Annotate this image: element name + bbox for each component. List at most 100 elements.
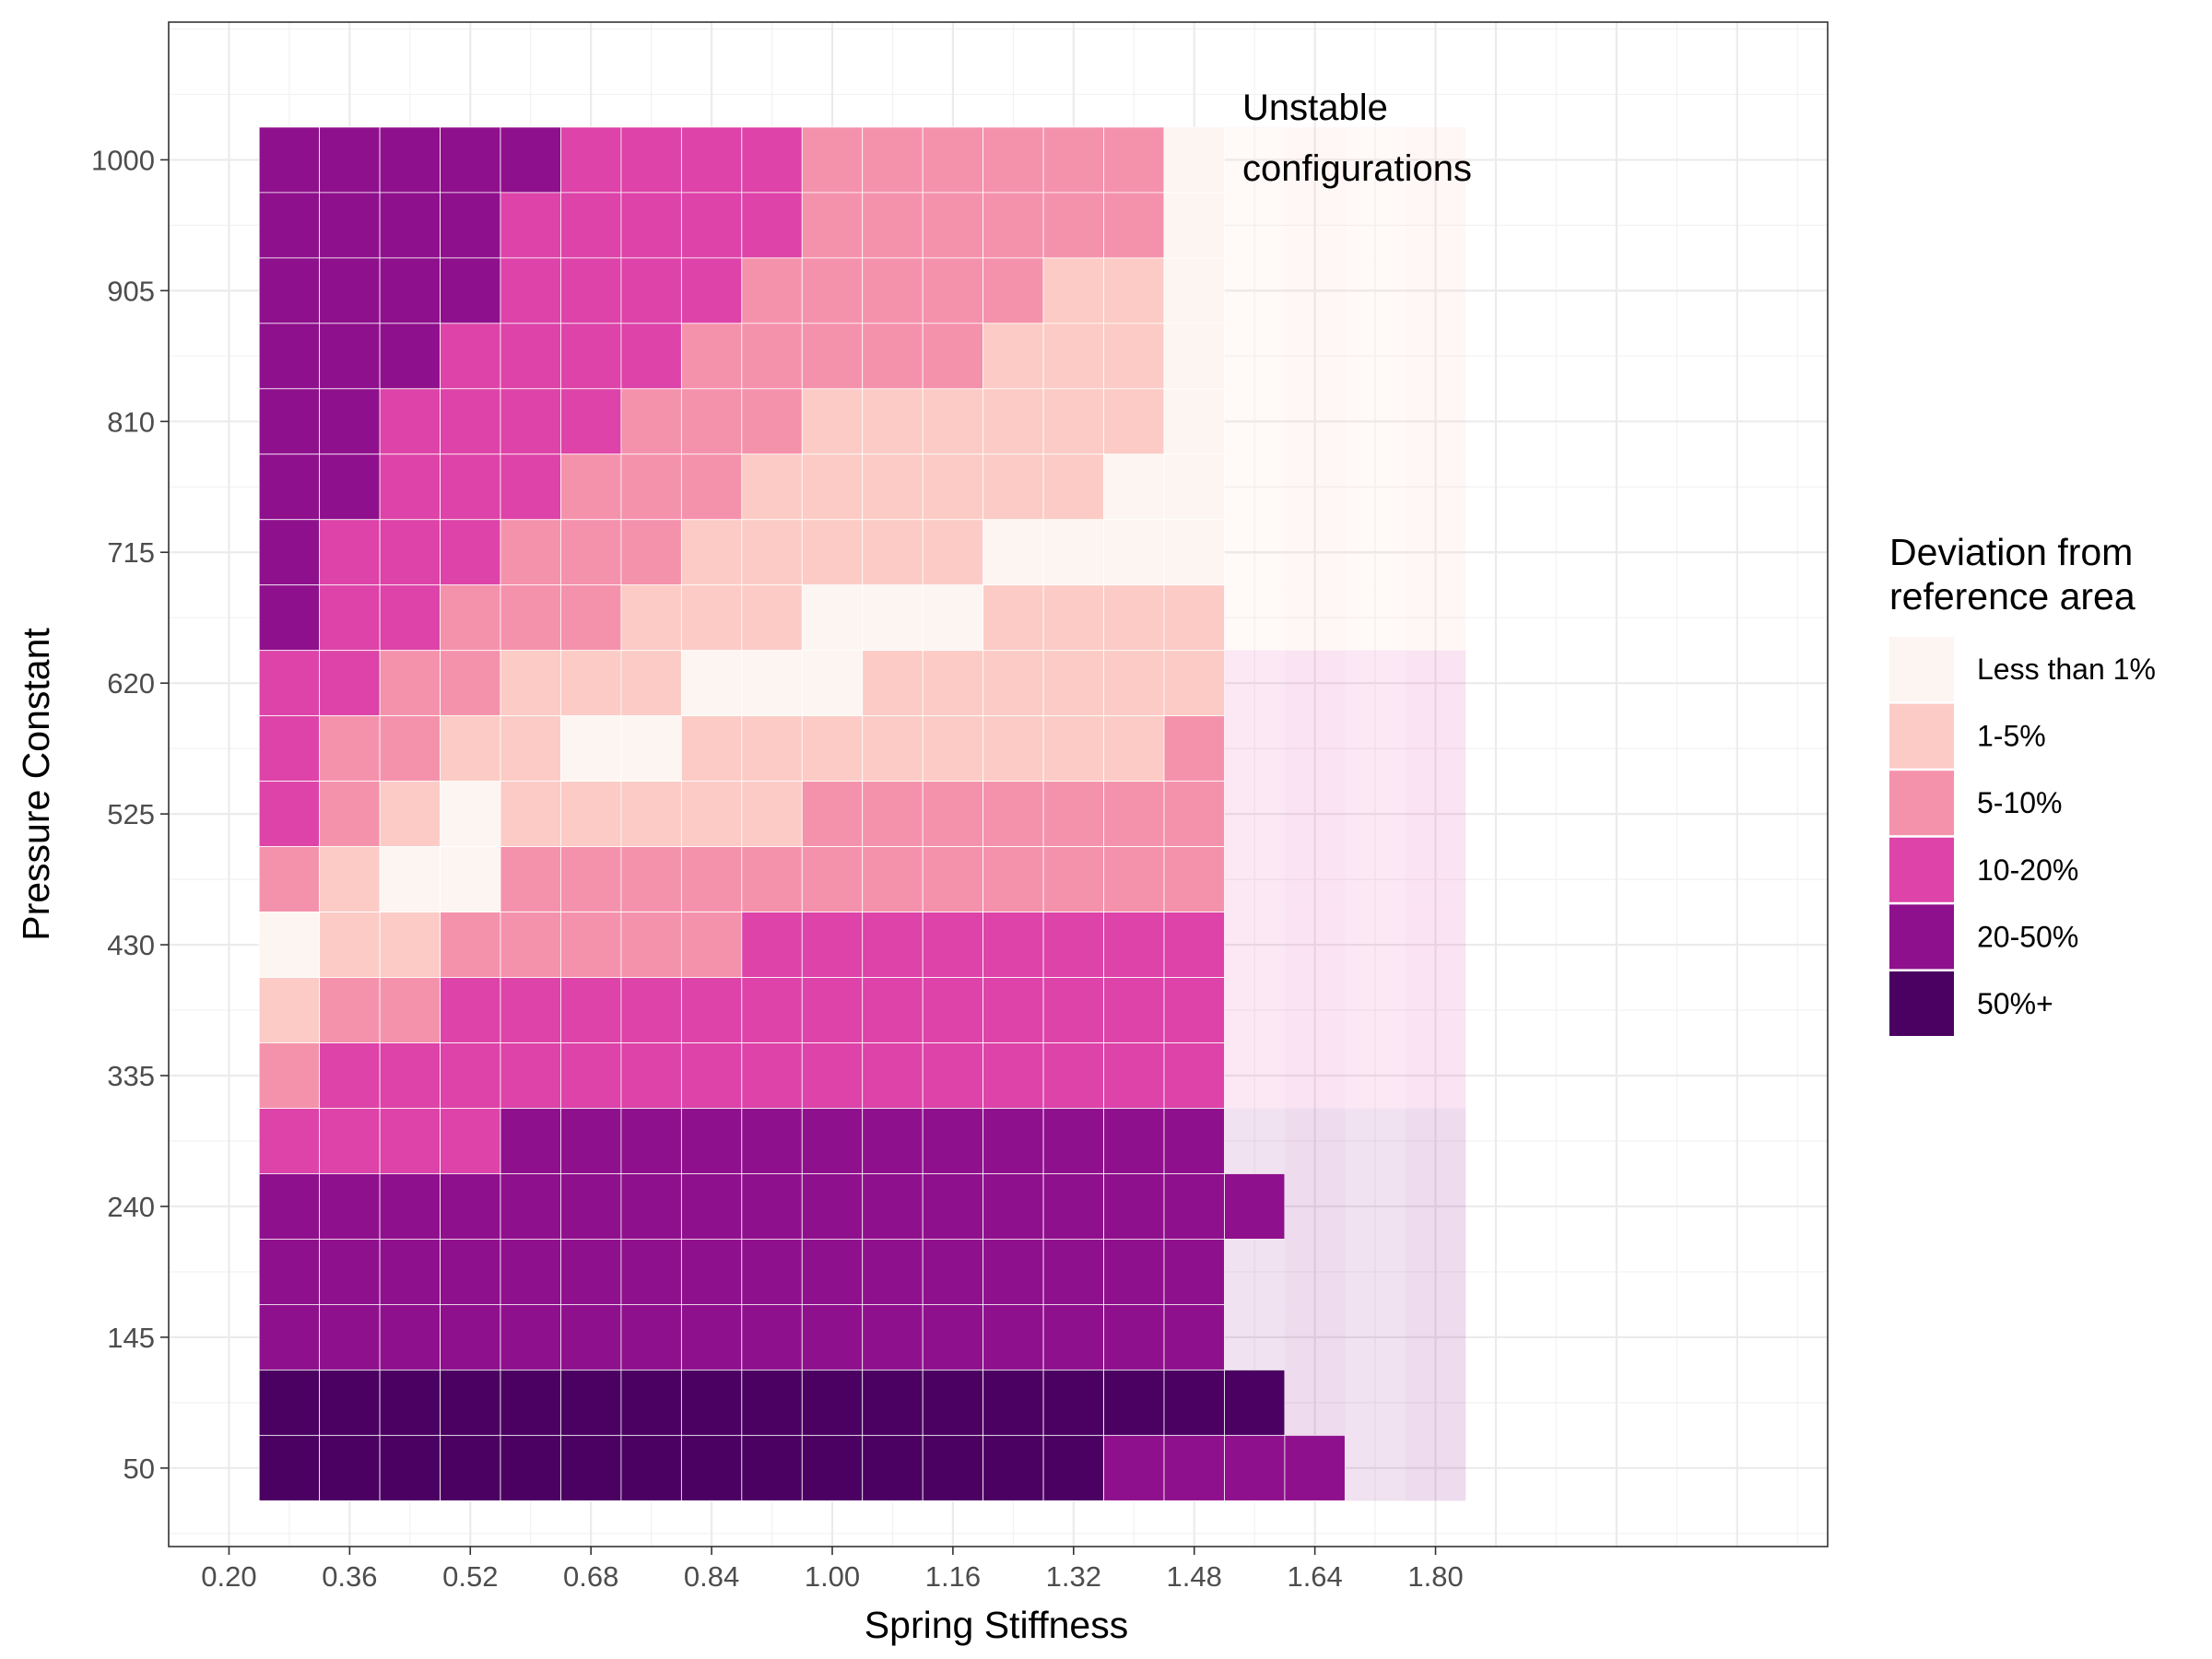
- heatmap-cell: [982, 1239, 1044, 1305]
- heatmap-cell: [680, 1434, 743, 1501]
- unstable-cell: [1284, 781, 1346, 847]
- heatmap-cell: [1103, 257, 1165, 324]
- heatmap-cell: [982, 453, 1044, 521]
- heatmap-cell: [560, 192, 622, 259]
- heatmap-cell: [319, 1108, 381, 1174]
- heatmap-cell: [1042, 192, 1104, 259]
- heatmap-cell: [1163, 1434, 1225, 1501]
- heatmap-cell: [620, 192, 682, 259]
- heatmap-cell: [922, 1042, 984, 1109]
- heatmap-cell: [801, 977, 864, 1043]
- heatmap-cell: [440, 388, 501, 455]
- heatmap-cell: [922, 781, 984, 848]
- heatmap-cell: [1163, 715, 1225, 782]
- unstable-cell: [1224, 192, 1285, 258]
- heatmap-cell: [801, 781, 864, 848]
- heatmap-cell: [680, 323, 743, 390]
- heatmap-cell: [500, 126, 561, 194]
- heatmap-cell: [922, 1369, 984, 1436]
- heatmap-cell: [258, 912, 321, 978]
- heatmap-cell: [440, 1369, 501, 1436]
- heatmap-cell: [680, 388, 743, 455]
- heatmap-cell: [1163, 519, 1225, 586]
- heatmap-cell: [801, 1108, 864, 1174]
- heatmap-cell: [379, 192, 441, 259]
- unstable-cell: [1405, 388, 1466, 454]
- heatmap-cell: [440, 519, 501, 586]
- heatmap-cell: [1103, 323, 1165, 390]
- heatmap-cell: [1042, 519, 1104, 586]
- heatmap-cell: [801, 519, 864, 586]
- heatmap-cell: [258, 781, 321, 848]
- heatmap-cell: [1163, 781, 1225, 848]
- heatmap-cell: [560, 977, 622, 1043]
- unstable-cell: [1224, 453, 1285, 520]
- heatmap-cell: [1042, 1434, 1104, 1501]
- heatmap-cell: [319, 1239, 381, 1305]
- unstable-cell: [1345, 257, 1406, 324]
- heatmap-cell: [741, 1042, 803, 1109]
- heatmap-cell: [1163, 192, 1225, 259]
- heatmap-cell: [741, 192, 803, 259]
- unstable-cell: [1224, 912, 1285, 978]
- heatmap-cell: [680, 1239, 743, 1305]
- heatmap-cell: [379, 715, 441, 782]
- legend-key-label: 10-20%: [1977, 853, 2078, 887]
- heatmap-cell: [1103, 1042, 1165, 1109]
- legend-keys: Less than 1% 1-5% 5-10% 10-20% 20-50% 50%+: [1889, 637, 2156, 1036]
- heatmap-cell: [500, 388, 561, 455]
- heatmap-cell: [1042, 257, 1104, 324]
- heatmap-cell: [500, 1434, 561, 1501]
- x-axis-title: Spring Stiffness: [865, 1604, 1128, 1646]
- heatmap-cell: [258, 977, 321, 1043]
- heatmap-cell: [258, 846, 321, 912]
- heatmap-cell: [741, 977, 803, 1043]
- unstable-cell: [1405, 846, 1466, 912]
- heatmap-cell: [258, 519, 321, 586]
- unstable-cell: [1345, 1370, 1406, 1436]
- heatmap-cell: [982, 584, 1044, 652]
- heatmap-cell: [500, 715, 561, 782]
- heatmap-cell: [500, 977, 561, 1043]
- heatmap-cell: [862, 584, 924, 652]
- heatmap-cell: [258, 1304, 321, 1371]
- unstable-cell: [1224, 977, 1285, 1043]
- heatmap-cell: [500, 1108, 561, 1174]
- heatmap-cell: [379, 453, 441, 521]
- x-tick-label: 0.84: [684, 1560, 739, 1593]
- heatmap-cell: [680, 192, 743, 259]
- heatmap-cell: [258, 257, 321, 324]
- heatmap-cell: [801, 323, 864, 390]
- heatmap-cell: [379, 257, 441, 324]
- unstable-cell: [1405, 1042, 1466, 1109]
- heatmap-cell: [741, 1108, 803, 1174]
- heatmap-cell: [560, 715, 622, 782]
- legend-key-label: 20-50%: [1977, 920, 2078, 953]
- heatmap-cell: [620, 323, 682, 390]
- unstable-cell: [1345, 1304, 1406, 1371]
- heatmap-cell: [801, 715, 864, 782]
- heatmap-cell: [1163, 912, 1225, 978]
- unstable-cell: [1345, 846, 1406, 912]
- heatmap-cell: [680, 781, 743, 848]
- heatmap-cell: [741, 650, 803, 717]
- heatmap-cell: [440, 1434, 501, 1501]
- heatmap-cell: [862, 519, 924, 586]
- heatmap-cell: [1042, 715, 1104, 782]
- unstable-cell: [1405, 650, 1466, 716]
- heatmap-cell: [319, 388, 381, 455]
- heatmap-cell: [319, 323, 381, 390]
- heatmap-cell: [741, 323, 803, 390]
- heatmap-cell: [379, 584, 441, 652]
- heatmap-cell: [560, 1173, 622, 1240]
- x-tick-label: 1.00: [805, 1560, 860, 1593]
- y-axis-title: Pressure Constant: [15, 628, 57, 941]
- heatmap-cell: [1103, 715, 1165, 782]
- heatmap-cell: [560, 126, 622, 194]
- legend-key-label: 1-5%: [1977, 720, 2046, 753]
- heatmap-cell: [258, 650, 321, 717]
- heatmap-cell: [440, 1042, 501, 1109]
- unstable-cell: [1345, 1239, 1406, 1305]
- heatmap-cell: [258, 126, 321, 194]
